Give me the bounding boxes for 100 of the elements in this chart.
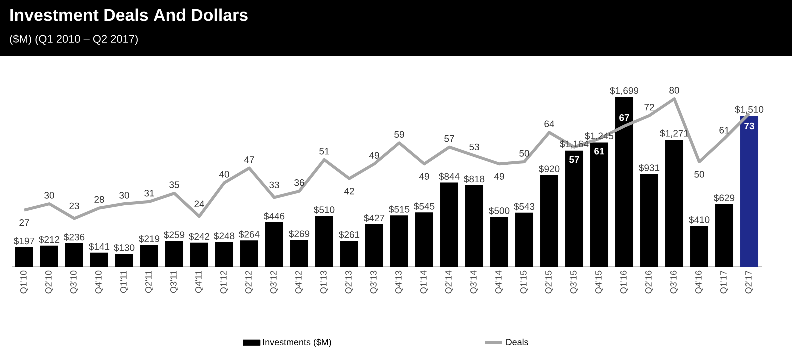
data-label: $515	[389, 206, 410, 214]
x-tick-label: Q4'11	[196, 270, 204, 294]
bar	[316, 216, 334, 267]
x-tick-label: Q2'10	[46, 270, 54, 294]
data-label: $545	[414, 202, 435, 210]
x-tick-label: Q1'16	[620, 270, 628, 294]
chart-subtitle: ($M) (Q1 2010 – Q2 2017)	[10, 34, 138, 46]
x-tick-label: Q1'15	[520, 270, 528, 294]
data-label: 49	[369, 152, 380, 159]
x-tick-label: Q4'14	[496, 270, 504, 294]
data-label: 57	[570, 156, 580, 164]
data-label: 23	[70, 202, 80, 210]
data-label: $219	[139, 235, 160, 243]
data-label: $410	[689, 216, 710, 224]
x-tick-label: Q1'11	[120, 270, 128, 294]
data-label: 36	[294, 180, 304, 186]
bar	[340, 240, 359, 267]
data-label: 67	[620, 114, 630, 122]
x-tick-label: Q2'13	[346, 270, 354, 294]
x-tick-label: Q2'16	[646, 270, 654, 294]
bar	[440, 182, 459, 267]
x-tick-label: Q3'16	[670, 270, 678, 294]
data-label: 30	[44, 192, 54, 199]
x-tick-label: Q3'13	[370, 270, 378, 294]
bar	[240, 240, 259, 267]
data-label: $248	[214, 232, 235, 240]
x-tick-label: Q2'15	[546, 270, 554, 294]
data-label: $818	[464, 176, 485, 184]
bar	[416, 212, 434, 267]
data-label: $264	[239, 230, 260, 238]
data-label: $920	[539, 165, 560, 173]
data-label: 24	[194, 200, 204, 208]
data-label: 72	[644, 104, 654, 111]
data-label: 33	[270, 182, 280, 189]
data-label: $844	[439, 172, 460, 181]
data-label: 49	[419, 173, 430, 180]
bar	[640, 174, 659, 267]
data-label: $1,164	[560, 140, 589, 149]
bar	[140, 245, 159, 267]
x-tick-label: Q3'15	[570, 270, 578, 294]
bar	[390, 216, 409, 267]
x-tick-label: Q2'14	[446, 270, 454, 294]
x-tick-label: Q3'11	[170, 270, 178, 294]
bar	[190, 242, 209, 267]
bar	[716, 204, 734, 267]
x-tick-label: Q1'14	[420, 270, 428, 294]
legend-label: Investments ($M)	[263, 338, 332, 348]
data-label: 80	[670, 87, 680, 94]
chart-title: Investment Deals And Dollars	[10, 8, 248, 22]
data-label: 59	[394, 131, 404, 138]
bar	[666, 140, 684, 267]
x-tick-label: Q1'13	[320, 270, 328, 294]
bar	[66, 243, 84, 267]
data-label: $427	[364, 214, 385, 222]
x-tick-label: Q3'14	[470, 270, 478, 294]
data-label: 40	[219, 171, 230, 178]
data-label: $931	[639, 164, 660, 172]
x-tick-label: Q4'10	[96, 270, 104, 294]
data-label: $1,510	[735, 106, 764, 114]
x-tick-label: Q2'12	[246, 270, 254, 294]
data-label: 64	[544, 120, 554, 128]
x-tick-label: Q3'12	[270, 270, 278, 294]
bar	[16, 247, 34, 267]
data-label: 73	[744, 122, 754, 130]
data-label: 50	[520, 150, 530, 157]
data-label: 47	[244, 156, 254, 164]
data-label: $446	[264, 212, 285, 220]
bar	[290, 240, 309, 267]
data-label: 51	[320, 148, 330, 155]
bar	[40, 246, 58, 267]
data-label: 42	[344, 188, 354, 195]
data-label: $197	[14, 237, 35, 246]
data-label: $212	[39, 236, 60, 244]
x-tick-label: Q1'17	[720, 270, 728, 294]
data-label: $1,699	[610, 87, 639, 96]
bar	[590, 142, 609, 267]
data-label: 35	[170, 182, 180, 188]
bar	[516, 212, 534, 267]
x-tick-label: Q2'17	[746, 270, 754, 294]
data-label: 31	[144, 190, 154, 197]
data-label: 49	[494, 173, 504, 180]
data-label: $242	[189, 232, 210, 241]
bar	[616, 97, 634, 267]
x-tick-label: Q3'10	[70, 270, 78, 294]
x-tick-label: Q1'10	[20, 270, 28, 294]
data-label: $1,271	[660, 130, 689, 138]
data-label: $261	[339, 231, 360, 239]
data-label: 61	[720, 127, 730, 134]
x-tick-label: Q4'13	[396, 270, 404, 294]
bar	[216, 242, 234, 267]
bar	[566, 150, 584, 267]
data-label: 61	[594, 148, 605, 155]
data-label: 57	[444, 136, 454, 142]
data-label: $269	[289, 230, 310, 238]
data-label: $141	[89, 243, 110, 251]
bar	[116, 254, 134, 267]
x-tick-label: Q4'16	[696, 270, 704, 294]
x-tick-label: Q2'11	[146, 270, 154, 294]
legend-label: Deals	[506, 338, 528, 346]
bar	[366, 224, 384, 267]
